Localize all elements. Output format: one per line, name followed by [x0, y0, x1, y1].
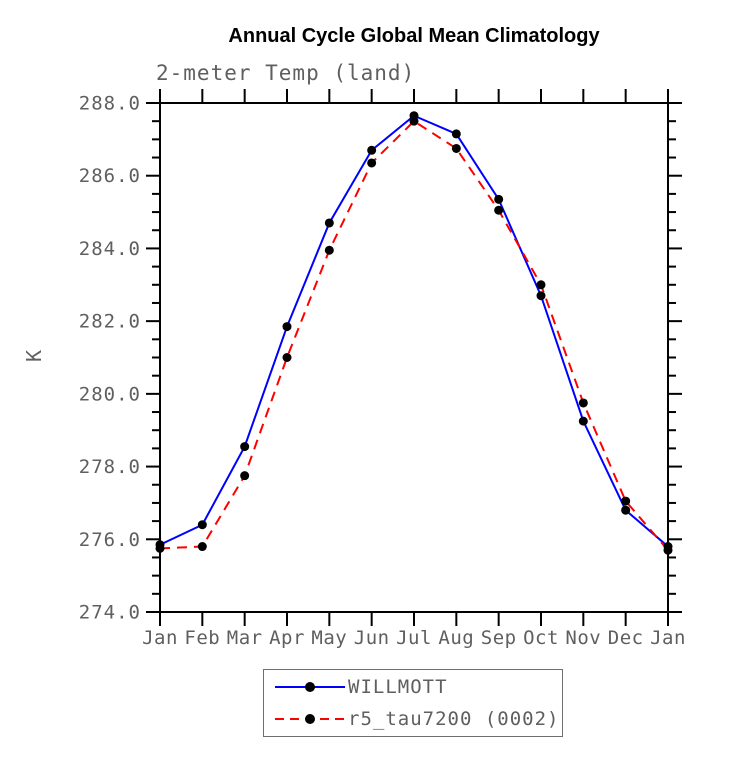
- series-marker-1: [197, 542, 207, 552]
- series-marker-0: [451, 129, 461, 139]
- series-marker-1: [367, 158, 377, 168]
- y-tick-label: 274.0: [79, 602, 141, 624]
- series-marker-1: [409, 116, 419, 126]
- y-tick-label: 276.0: [79, 529, 141, 551]
- y-tick-label: 286.0: [79, 165, 141, 187]
- legend-label: r5_tau7200 (0002): [348, 708, 560, 730]
- x-tick-label: Jul: [396, 627, 432, 649]
- legend-swatch-solid-line-dot-icon: [275, 682, 345, 692]
- series-marker-1: [155, 543, 165, 553]
- legend-entry-r5-tau7200: r5_tau7200 (0002): [274, 704, 562, 734]
- series-line-1: [159, 119, 669, 551]
- y-tick-label: 280.0: [79, 383, 141, 405]
- y-tick-label: 288.0: [79, 93, 141, 115]
- series-marker-0: [282, 322, 292, 332]
- x-tick-label: Feb: [184, 627, 220, 649]
- series-marker-0: [240, 442, 250, 452]
- legend-swatch-dashed-line-dot-icon: [275, 714, 345, 724]
- chart-title: Annual Cycle Global Mean Climatology: [228, 25, 600, 47]
- series-marker-0: [367, 145, 377, 155]
- y-tick-label: 278.0: [79, 456, 141, 478]
- x-tick-label: Sep: [481, 627, 517, 649]
- series-marker-1: [536, 280, 546, 290]
- series-marker-0: [536, 291, 546, 301]
- series-marker-0: [494, 194, 504, 204]
- y-tick-label: 282.0: [79, 311, 141, 333]
- x-tick-label: May: [311, 627, 347, 649]
- series-marker-1: [494, 205, 504, 215]
- x-tick-label: Mar: [227, 627, 263, 649]
- y-tick-label: 284.0: [79, 238, 141, 260]
- legend-entry-willmott: WILLMOTT: [274, 672, 562, 702]
- x-tick-label: Jan: [142, 627, 178, 649]
- series-marker-0: [197, 520, 207, 530]
- series-marker-1: [578, 398, 588, 408]
- series-marker-1: [240, 471, 250, 481]
- series-marker-1: [282, 353, 292, 362]
- x-tick-label: Jan: [650, 627, 686, 649]
- chart-subtitle: 2-meter Temp (land): [156, 61, 416, 85]
- series-marker-0: [324, 218, 334, 228]
- x-tick-label: Aug: [438, 627, 474, 649]
- x-tick-label: Oct: [523, 627, 559, 649]
- x-tick-label: Nov: [565, 627, 601, 649]
- series-marker-0: [578, 416, 588, 426]
- series-marker-1: [663, 545, 673, 555]
- series-marker-1: [621, 496, 631, 506]
- x-tick-label: Dec: [608, 627, 644, 649]
- series-marker-1: [451, 143, 461, 153]
- legend: WILLMOTT r5_tau7200 (0002): [263, 669, 563, 737]
- x-tick-label: Jun: [354, 627, 390, 649]
- series-marker-1: [324, 245, 334, 255]
- plot-frame: [159, 102, 669, 613]
- x-tick-label: Apr: [269, 627, 305, 649]
- series-marker-0: [621, 505, 631, 515]
- legend-label: WILLMOTT: [348, 676, 448, 698]
- series-line-0: [159, 114, 669, 548]
